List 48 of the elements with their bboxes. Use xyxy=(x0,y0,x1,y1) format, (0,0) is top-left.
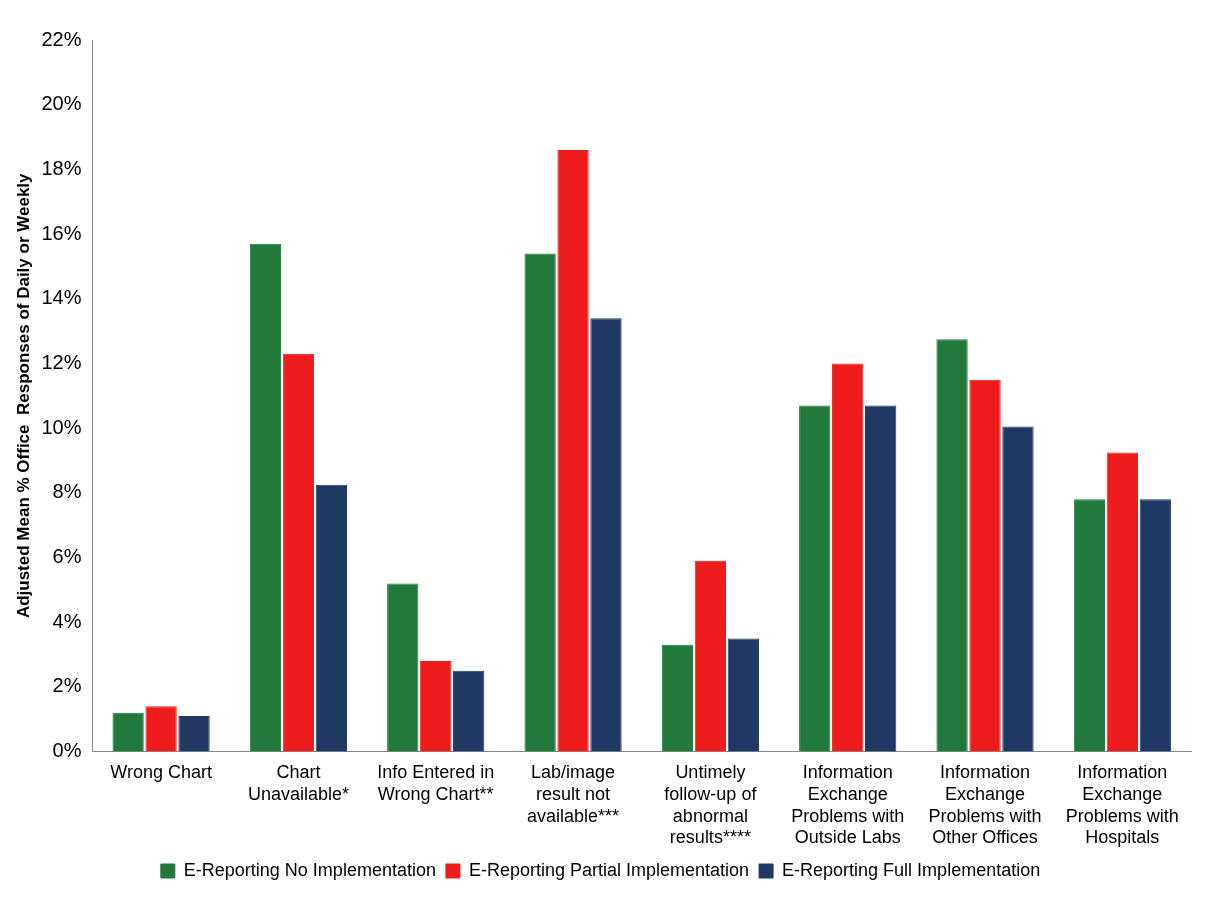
bar xyxy=(524,253,556,752)
y-tick-label: 8% xyxy=(52,480,82,503)
y-tick-label: 22% xyxy=(41,27,82,50)
bar xyxy=(420,661,452,752)
bar xyxy=(178,716,210,752)
bar xyxy=(1106,452,1138,752)
x-tick-label: Information Exchange Problems with Outside Labs xyxy=(791,762,905,848)
x-tick-label: Info Entered in Wrong Chart** xyxy=(377,762,495,804)
x-tick-label: Untimely follow-up of abnormal results**** xyxy=(664,762,758,848)
bar xyxy=(315,484,348,752)
bar xyxy=(661,644,694,752)
bar xyxy=(936,339,968,752)
bar xyxy=(387,583,419,752)
x-tick-label: Chart Unavailable* xyxy=(247,762,349,804)
legend-label: E-Reporting Full Implementation xyxy=(782,859,1041,880)
legend-label: E-Reporting Partial Implementation xyxy=(468,859,750,880)
bar xyxy=(1002,426,1034,752)
bar xyxy=(969,379,1001,752)
y-tick-label: 6% xyxy=(52,545,82,568)
bar xyxy=(557,149,589,752)
y-tick-label: 18% xyxy=(41,156,82,179)
bar xyxy=(727,638,759,752)
x-tick-label: Information Exchange Problems with Other Offices xyxy=(928,762,1042,848)
x-tick-label: Information Exchange Problems with Hospitals xyxy=(1065,762,1179,848)
bar xyxy=(249,243,282,752)
bar xyxy=(112,712,144,752)
bar xyxy=(865,405,897,752)
y-tick-label: 4% xyxy=(52,609,82,632)
bar xyxy=(799,405,831,752)
bar xyxy=(1073,499,1106,752)
y-tick-label: 2% xyxy=(52,674,82,697)
bar xyxy=(694,560,727,752)
bar xyxy=(453,670,485,752)
legend-label: E-Reporting No Implementation xyxy=(183,859,436,880)
y-tick-label: 10% xyxy=(41,415,82,438)
y-tick-label: 16% xyxy=(41,221,82,244)
x-tick-label: Wrong Chart xyxy=(110,762,212,783)
y-tick-label: 12% xyxy=(41,350,82,373)
bar xyxy=(832,363,864,752)
y-axis-title: Adjusted Mean % Office Responses of Daily or Weekly xyxy=(13,172,33,619)
bar xyxy=(1139,499,1171,752)
y-tick-label: 0% xyxy=(52,739,82,762)
bar xyxy=(282,353,315,752)
x-tick-label: Lab/image result not available*** xyxy=(527,762,620,826)
y-tick-label: 20% xyxy=(41,92,82,115)
bar xyxy=(145,706,177,752)
bar xyxy=(590,318,622,752)
y-tick-label: 14% xyxy=(41,286,82,309)
